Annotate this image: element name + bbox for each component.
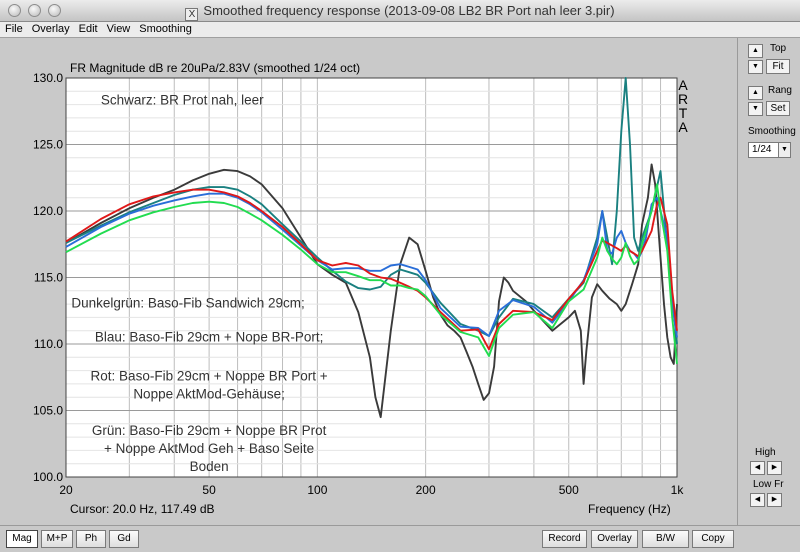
copy-button[interactable]: Copy [692, 530, 734, 548]
set-button[interactable]: Set [766, 101, 790, 116]
range-up-button[interactable]: ▲ [748, 86, 763, 100]
annotation-text: Noppe AktMod-Gehäuse; [133, 387, 285, 402]
bottom-toolbar: Mag M+P Ph Gd Record Overlay B/W Copy [0, 525, 800, 552]
x-tick-label: 20 [59, 483, 73, 497]
chevron-down-icon[interactable]: ▼ [778, 143, 790, 157]
menu-bar: File Overlay Edit View Smoothing [0, 22, 800, 38]
top-up-button[interactable]: ▲ [748, 44, 763, 58]
overlay-button[interactable]: Overlay [591, 530, 638, 548]
fit-button[interactable]: Fit [766, 59, 790, 74]
series-line-4 [65, 188, 678, 351]
tab-group-delay[interactable]: Gd [109, 530, 139, 548]
top-down-button[interactable]: ▼ [748, 60, 763, 74]
zoom-window-button[interactable] [48, 4, 61, 17]
y-tick-label: 110.0 [34, 337, 63, 351]
menu-view[interactable]: View [106, 23, 131, 35]
series-line-2 [65, 77, 678, 345]
minimize-window-button[interactable] [28, 4, 41, 17]
y-tick-label: 130.0 [33, 71, 63, 85]
range-down-button[interactable]: ▼ [748, 102, 763, 116]
menu-edit[interactable]: Edit [78, 23, 98, 35]
control-panel: ▲ Top ▼ Fit ▲ Rang ▼ Set Smoothing 1/24 … [737, 38, 800, 525]
top-label: Top [770, 43, 787, 54]
plot-area: 100.0 105.0 110.0 115.0 120.0 125.0 130.0 20 50 1… [0, 38, 737, 525]
chart-title: FR Magnitude dB re 20uPa/2.83V (smoothed… [70, 61, 360, 75]
annotation-text: Dunkelgrün: Baso-Fib Sandwich 29cm; [71, 295, 304, 310]
record-button[interactable]: Record [542, 530, 587, 548]
series-line-1 [65, 163, 678, 419]
plot-frame [65, 77, 678, 478]
frequency-response-chart[interactable]: 100.0 105.0 110.0 115.0 120.0 125.0 130.0 20 50 1… [0, 38, 737, 525]
x11-icon: X [185, 8, 199, 21]
smoothing-value: 1/24 [752, 144, 772, 155]
x-tick-label: 100 [307, 483, 327, 497]
close-window-button[interactable] [8, 4, 21, 17]
annotation-text: Rot: Baso-Fib 29cm + Noppe BR Port + [91, 369, 328, 384]
high-right-button[interactable]: ▶ [767, 461, 782, 475]
range-label: Rang [768, 85, 792, 96]
tab-mag[interactable]: Mag [6, 530, 38, 548]
y-tick-label: 120.0 [33, 204, 63, 218]
series-line-5 [65, 183, 678, 364]
menu-overlay[interactable]: Overlay [31, 23, 70, 35]
window-controls [8, 4, 61, 17]
watermark-letter: A [678, 77, 688, 93]
bw-button[interactable]: B/W [642, 530, 689, 548]
low-right-button[interactable]: ▶ [767, 493, 782, 507]
annotation-text: Blau: Baso-Fib 29cm + Nope BR-Port; [95, 329, 323, 344]
y-tick-label: 115.0 [34, 271, 63, 285]
low-freq-label: Low Fr [753, 479, 784, 490]
x-tick-label: 1k [671, 483, 685, 497]
x-tick-label: 500 [559, 483, 579, 497]
cursor-readout: Cursor: 20.0 Hz, 117.49 dB [70, 502, 215, 516]
x-axis-label: Frequency (Hz) [588, 502, 671, 516]
tab-phase[interactable]: Ph [76, 530, 106, 548]
smoothing-select[interactable]: 1/24 ▼ [748, 142, 791, 158]
x-tick-label: 50 [202, 483, 216, 497]
annotation-text: Schwarz: BR Prot nah, leer [101, 93, 264, 108]
y-tick-label: 100.0 [33, 470, 63, 484]
window-title: X Smoothed frequency response (2013-09-08… [0, 3, 800, 21]
watermark-letter: R [678, 91, 688, 107]
watermark-letter: A [678, 119, 688, 135]
window-title-text: Smoothed frequency response (2013-09-08 … [203, 3, 615, 18]
y-tick-label: 105.0 [33, 404, 63, 418]
menu-file[interactable]: File [5, 23, 23, 35]
high-freq-label: High [755, 447, 776, 458]
x-tick-label: 200 [416, 483, 436, 497]
tab-mag-phase[interactable]: M+P [41, 530, 73, 548]
window-titlebar: X Smoothed frequency response (2013-09-08… [0, 0, 800, 22]
annotation-text: Boden [190, 459, 229, 474]
low-left-button[interactable]: ◀ [750, 493, 765, 507]
series-line-3 [65, 192, 678, 338]
y-tick-label: 125.0 [33, 138, 63, 152]
annotation-text: + Noppe AktMod Geh + Baso Seite [104, 441, 314, 456]
watermark-letter: T [679, 105, 688, 121]
smoothing-label: Smoothing [748, 126, 796, 137]
annotation-text: Grün: Baso-Fib 29cm + Noppe BR Prot [92, 423, 327, 438]
high-left-button[interactable]: ◀ [750, 461, 765, 475]
menu-smoothing[interactable]: Smoothing [139, 23, 192, 35]
